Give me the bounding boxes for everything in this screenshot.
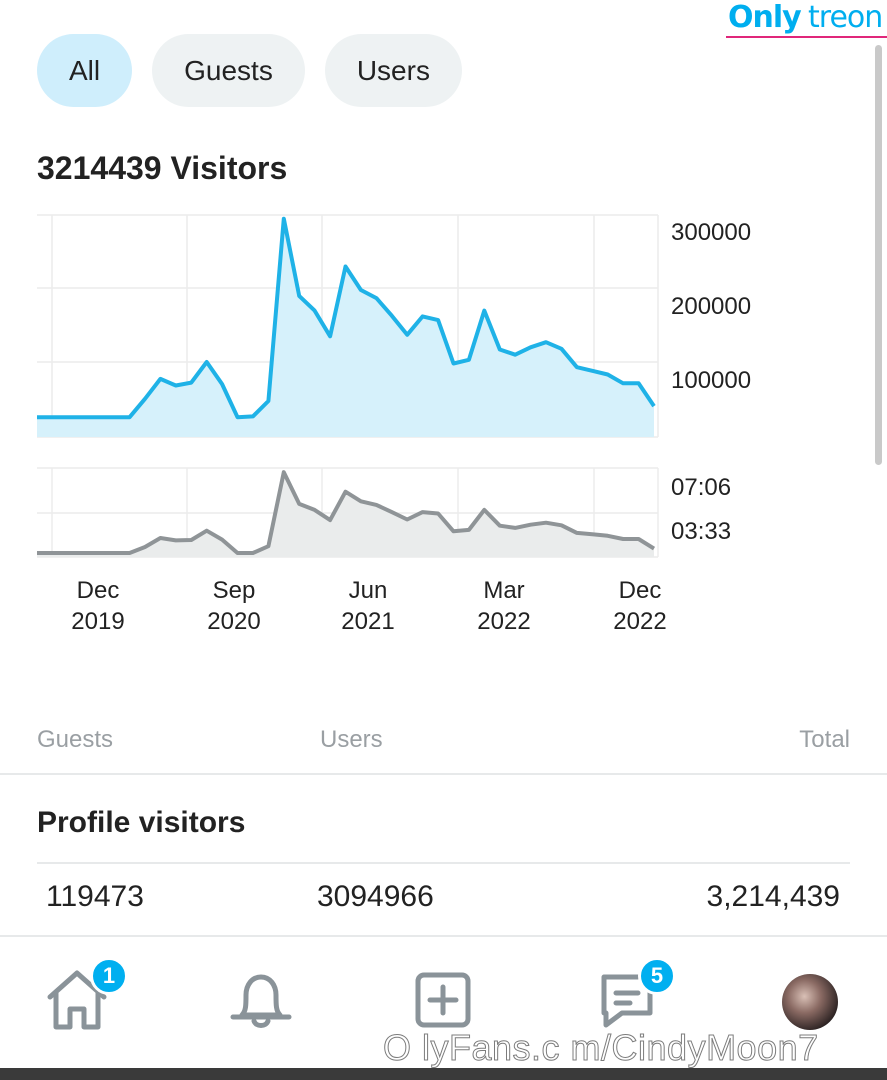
y-tick-label: 07:06 xyxy=(671,474,731,501)
watermark-underline xyxy=(726,36,887,38)
x-tick-year: 2020 xyxy=(207,608,260,635)
tab-guests[interactable]: Guests xyxy=(152,34,305,107)
x-tick-month: Dec xyxy=(77,577,120,604)
system-bar xyxy=(0,1068,887,1080)
watermark-logo xyxy=(726,0,887,40)
avatar[interactable] xyxy=(782,974,838,1030)
y-tick-label: 300000 xyxy=(671,219,751,246)
users-value: 3094966 xyxy=(317,880,434,913)
y-tick-label: 100000 xyxy=(671,367,751,394)
watermark-brand-a: Only xyxy=(728,0,802,35)
divider xyxy=(37,862,850,864)
series-area xyxy=(37,218,654,437)
x-tick-year: 2022 xyxy=(477,608,530,635)
y-tick-label: 200000 xyxy=(671,293,751,320)
visitors-charts: 300000 200000 100000 07:06 03:33 Dec 2019 Sep… xyxy=(36,214,751,635)
profile-visitors-title: Profile visitors xyxy=(37,806,246,839)
col-guests: Guests xyxy=(37,726,114,753)
duration-chart xyxy=(36,470,656,557)
bell-icon xyxy=(230,974,292,1028)
col-total: Total xyxy=(799,726,850,753)
scrollbar[interactable] xyxy=(875,45,882,465)
tab-users[interactable]: Users xyxy=(324,34,462,107)
x-tick-month: Mar xyxy=(483,577,524,604)
x-tick-month: Sep xyxy=(213,577,256,604)
visitors-chart xyxy=(36,216,656,437)
series-area xyxy=(37,472,654,557)
x-tick-year: 2021 xyxy=(341,608,394,635)
filter-tabs: All Guests Users xyxy=(37,34,462,107)
visitors-count-title: 3214439 Visitors xyxy=(37,150,288,186)
x-tick-month: Dec xyxy=(619,577,662,604)
col-users: Users xyxy=(320,726,383,753)
watermark-bottom: O lyFans.c m/CindyMoon7 xyxy=(383,1027,819,1069)
total-value: 3,214,439 xyxy=(706,880,840,913)
guests-value: 119473 xyxy=(46,880,144,913)
y-tick-label: 03:33 xyxy=(671,518,731,545)
home-badge: 1 xyxy=(90,957,128,995)
nav-add-post[interactable] xyxy=(408,965,478,1035)
x-tick-year: 2022 xyxy=(613,608,666,635)
divider xyxy=(0,935,887,937)
nav-notifications[interactable] xyxy=(226,965,296,1035)
x-tick-month: Jun xyxy=(349,577,388,604)
messages-badge: 5 xyxy=(638,957,676,995)
visitors-y-ticks: 300000 200000 100000 xyxy=(671,219,751,394)
add-post-icon xyxy=(415,972,471,1028)
x-tick-year: 2019 xyxy=(71,608,124,635)
x-axis-ticks: Dec 2019 Sep 2020 Jun 2021 Mar 2022 Dec 2022 xyxy=(71,577,666,635)
divider xyxy=(0,773,887,775)
tab-all[interactable]: All xyxy=(37,34,133,107)
duration-y-ticks: 07:06 03:33 xyxy=(671,474,731,545)
watermark-brand-b: treon xyxy=(808,0,883,35)
